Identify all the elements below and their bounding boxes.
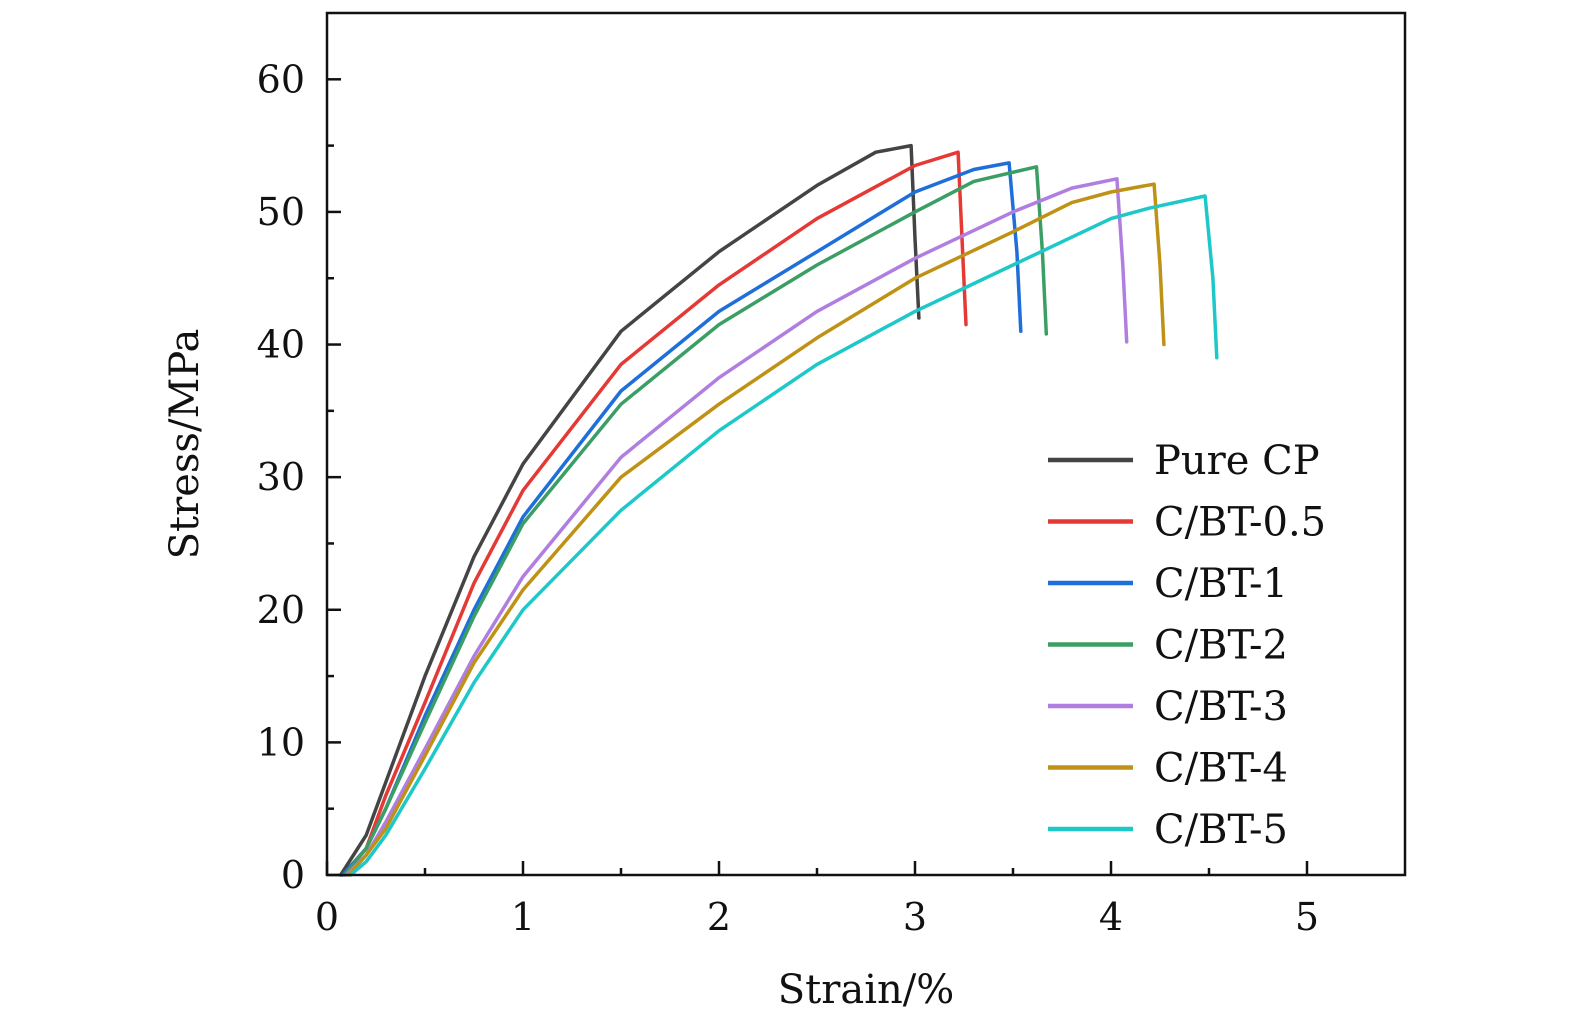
series-line-6 bbox=[346, 182, 1166, 877]
series-line-3 bbox=[340, 161, 1023, 877]
y-tick-label: 0 bbox=[281, 853, 305, 897]
y-axis-title: Stress/MPa bbox=[162, 329, 208, 560]
y-tick-label: 30 bbox=[257, 455, 305, 499]
legend-label-3: C/BT-1 bbox=[1154, 561, 1288, 607]
x-tick-label: 5 bbox=[1295, 895, 1319, 939]
legend-label-6: C/BT-4 bbox=[1154, 746, 1288, 792]
y-tick-label: 20 bbox=[257, 588, 305, 632]
x-tick-label: 4 bbox=[1099, 895, 1123, 939]
legend-label-7: C/BT-5 bbox=[1154, 807, 1288, 853]
x-axis-title: Strain/% bbox=[778, 967, 954, 1013]
x-tick-label: 1 bbox=[511, 895, 535, 939]
legend-label-5: C/BT-3 bbox=[1154, 684, 1288, 730]
x-tick-label: 2 bbox=[707, 895, 731, 939]
legend-label-1: Pure CP bbox=[1154, 438, 1320, 484]
y-tick-label: 60 bbox=[257, 57, 305, 101]
series-line-2 bbox=[340, 150, 968, 877]
series-line-4 bbox=[342, 165, 1049, 877]
legend-label-2: C/BT-0.5 bbox=[1154, 500, 1326, 546]
x-tick-label: 0 bbox=[315, 895, 339, 939]
series-line-5 bbox=[344, 177, 1129, 877]
plot-frame bbox=[325, 11, 1407, 877]
legend: Pure CP C/BT-0.5 C/BT-1 C/BT-2 C/BT-3 C/BT-4 C… bbox=[1048, 438, 1326, 853]
series-layer bbox=[338, 143, 1219, 877]
y-tick-label: 10 bbox=[257, 720, 305, 764]
legend-label-4: C/BT-2 bbox=[1154, 623, 1288, 669]
series-line-7 bbox=[348, 194, 1219, 877]
tick-layer bbox=[325, 78, 1309, 877]
x-tick-label: 3 bbox=[903, 895, 927, 939]
y-tick-label: 40 bbox=[257, 323, 305, 367]
y-tick-label: 50 bbox=[257, 190, 305, 234]
series-line-1 bbox=[338, 143, 921, 877]
